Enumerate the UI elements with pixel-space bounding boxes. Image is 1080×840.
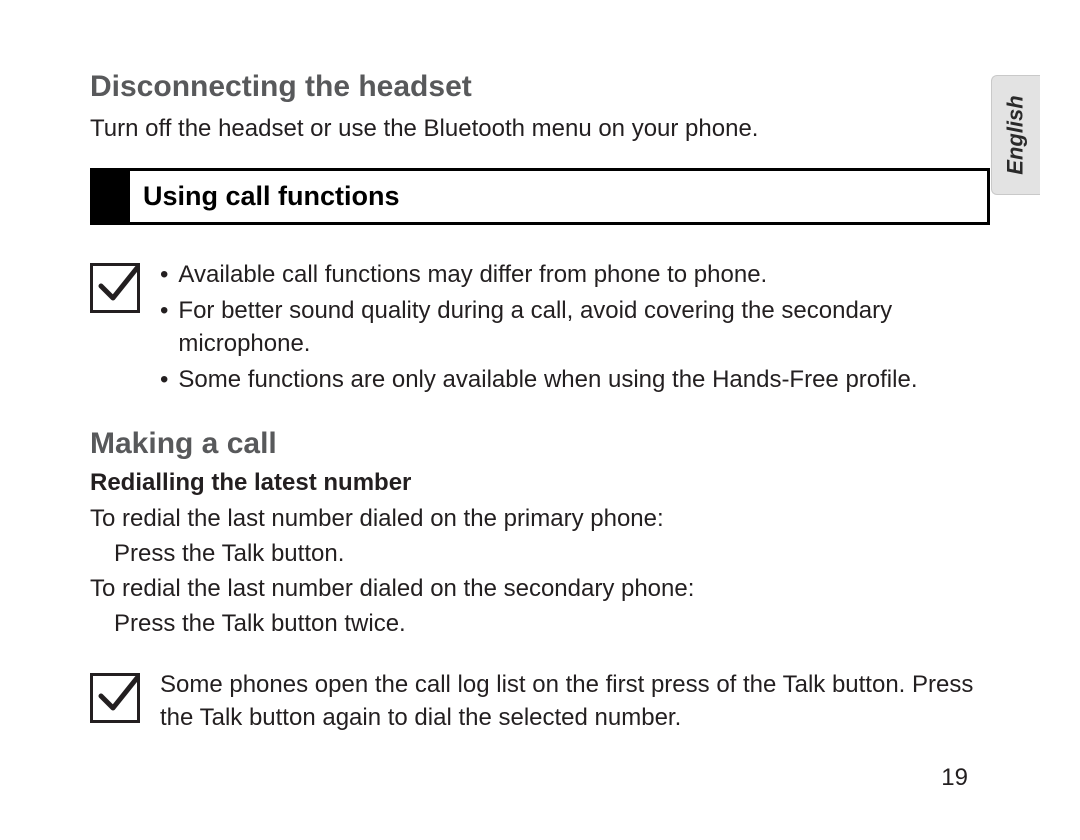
- list-item: •Available call functions may differ fro…: [160, 259, 990, 291]
- subheading-redialling: Redialling the latest number: [90, 469, 990, 497]
- checkbox-icon: [90, 673, 140, 723]
- page-content: Disconnecting the headset Turn off the h…: [90, 70, 990, 760]
- heading-making-call: Making a call: [90, 427, 990, 461]
- note-block-1: •Available call functions may differ fro…: [90, 259, 990, 401]
- heading-disconnecting: Disconnecting the headset: [90, 70, 990, 104]
- language-tab: English: [991, 75, 1040, 195]
- language-label: English: [1003, 95, 1029, 174]
- list-item: •Some functions are only available when …: [160, 364, 990, 396]
- paragraph: To redial the last number dialed on the …: [90, 573, 990, 604]
- paragraph: To redial the last number dialed on the …: [90, 503, 990, 534]
- note-block-2: Some phones open the call log list on th…: [90, 669, 990, 734]
- paragraph-indent: Press the Talk button.: [90, 538, 990, 569]
- list-item: •For better sound quality during a call,…: [160, 295, 990, 360]
- paragraph-indent: Press the Talk button twice.: [90, 608, 990, 639]
- note-list-1: •Available call functions may differ fro…: [160, 259, 990, 401]
- checkbox-icon: [90, 263, 140, 313]
- section-box-title: Using call functions: [143, 181, 975, 212]
- body-disconnecting: Turn off the headset or use the Bluetoot…: [90, 114, 990, 144]
- section-box: Using call functions: [90, 168, 990, 225]
- page-number: 19: [941, 764, 968, 792]
- note-text-2: Some phones open the call log list on th…: [160, 669, 990, 734]
